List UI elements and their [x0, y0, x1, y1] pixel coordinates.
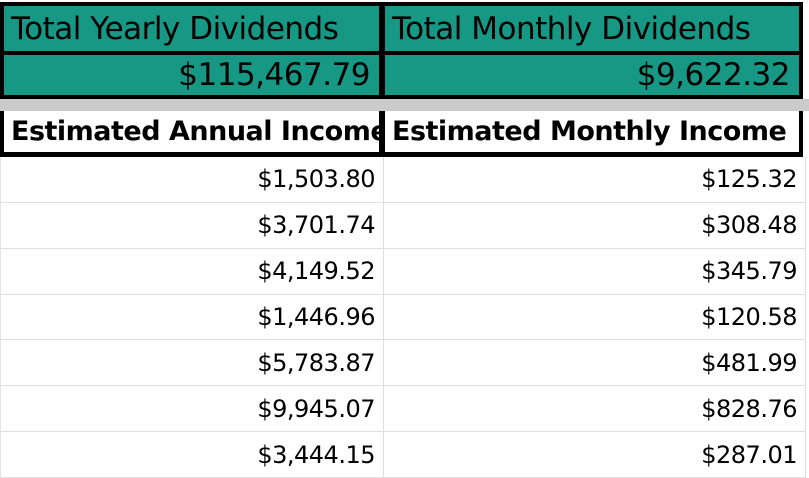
monthly-income-cell[interactable]: $287.01 — [384, 432, 806, 478]
total-monthly-dividends-header-cell[interactable]: Total Monthly Dividends — [385, 6, 799, 51]
annual-income-cell[interactable]: $5,783.87 — [1, 340, 384, 387]
annual-income-cell[interactable]: $4,149.52 — [1, 248, 384, 295]
monthly-income-cell[interactable]: $345.79 — [384, 248, 806, 295]
annual-income-cell[interactable]: $1,446.96 — [1, 294, 384, 341]
annual-income-column-header[interactable]: Estimated Annual Income — [4, 111, 379, 152]
annual-income-cell[interactable]: $1,503.80 — [1, 157, 384, 203]
annual-income-cell[interactable]: $3,444.15 — [1, 432, 384, 478]
monthly-income-cell[interactable]: $481.99 — [384, 340, 806, 387]
monthly-income-cell[interactable]: $125.32 — [384, 157, 806, 203]
monthly-income-cell[interactable]: $308.48 — [384, 202, 806, 249]
total-monthly-dividends-value-cell[interactable]: $9,622.32 — [385, 55, 799, 95]
annual-income-cell[interactable]: $3,701.74 — [1, 202, 384, 249]
dividend-summary-table: Total Yearly Dividends Total Monthly Div… — [0, 2, 803, 99]
total-yearly-dividends-header-cell[interactable]: Total Yearly Dividends — [4, 6, 379, 51]
section-divider — [0, 99, 809, 111]
monthly-income-cell[interactable]: $120.58 — [384, 294, 806, 341]
income-table-header-row: Estimated Annual Income Estimated Monthl… — [0, 111, 803, 157]
monthly-income-cell[interactable]: $828.76 — [384, 386, 806, 433]
total-yearly-dividends-value-cell[interactable]: $115,467.79 — [4, 55, 379, 95]
income-table-body: $1,503.80 $125.32 $3,701.74 $308.48 $4,1… — [0, 157, 806, 478]
annual-income-cell[interactable]: $9,945.07 — [1, 386, 384, 433]
monthly-income-column-header[interactable]: Estimated Monthly Income — [385, 111, 799, 152]
